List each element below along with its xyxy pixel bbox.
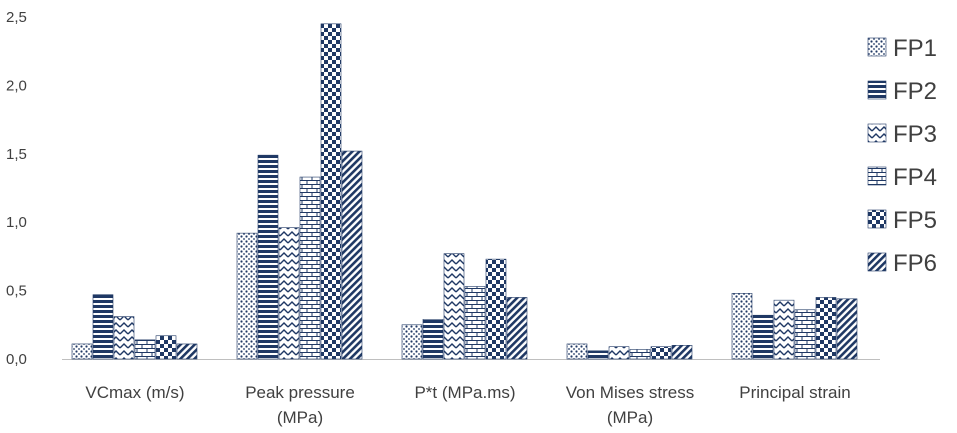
legend-label-fp3: FP3: [893, 121, 937, 148]
bar-fp2-2: [422, 319, 444, 360]
x-category-label: (MPa): [607, 408, 653, 427]
bar-fp1-2: [401, 324, 423, 360]
legend-label-fp6: FP6: [893, 250, 937, 277]
bar-fp5-1: [320, 23, 342, 360]
y-tick-label: 2,0: [6, 77, 27, 94]
y-tick-label: 0,5: [6, 283, 27, 300]
bar-fp1-3: [566, 343, 588, 360]
bar-fp2-1: [257, 154, 279, 360]
y-tick-label: 1,5: [6, 146, 27, 163]
legend-swatch-fp4: [867, 166, 887, 186]
legend-label-fp4: FP4: [893, 164, 937, 191]
bar-fp2-3: [587, 350, 609, 360]
legend-swatch-fp1: [867, 37, 887, 57]
bar-fp1-4: [731, 293, 753, 360]
legend-swatch-fp5: [867, 209, 887, 229]
x-category-label: (MPa): [277, 408, 323, 427]
bar-fp3-1: [278, 227, 300, 360]
legend-label-fp2: FP2: [893, 78, 937, 105]
bar-fp1-1: [236, 232, 258, 360]
bar-fp6-0: [176, 343, 198, 360]
bar-fp5-3: [650, 346, 672, 360]
bar-fp3-0: [113, 316, 135, 360]
bar-fp4-2: [464, 286, 486, 360]
legend-swatch-fp3: [867, 123, 887, 143]
x-category-label: Principal strain: [739, 383, 851, 402]
bar-fp5-2: [485, 258, 507, 360]
legend-label-fp1: FP1: [893, 35, 937, 62]
bar-fp4-3: [629, 349, 651, 360]
bar-fp3-4: [773, 299, 795, 360]
bar-fp5-0: [155, 335, 177, 360]
bar-fp6-3: [671, 345, 693, 360]
y-tick-label: 1,0: [6, 214, 27, 231]
bar-fp1-0: [71, 343, 93, 360]
legend-label-fp5: FP5: [893, 207, 937, 234]
bar-fp6-4: [836, 298, 858, 360]
bar-fp2-4: [752, 314, 774, 360]
bar-fp4-0: [134, 339, 156, 360]
bar-fp4-4: [794, 309, 816, 360]
y-tick-label: 0,0: [6, 351, 27, 368]
legend-swatch-fp6: [867, 252, 887, 272]
labels-layer: 0,0 0,5 1,0 1,5 2,0 2,5 VCmax (m/s) Peak pressu…: [6, 9, 851, 427]
legend: FP1 FP2 FP3 FP4 FP5 FP6: [867, 35, 937, 277]
x-category-label: P*t (MPa.ms): [414, 383, 515, 402]
bar-fp3-2: [443, 253, 465, 360]
bar-fp4-1: [299, 176, 321, 360]
bars-layer: [71, 23, 858, 360]
bar-fp2-0: [92, 294, 114, 360]
x-category-label: VCmax (m/s): [85, 383, 184, 402]
bar-fp3-3: [608, 346, 630, 360]
y-tick-label: 2,5: [6, 9, 27, 26]
legend-swatch-fp2: [867, 80, 887, 100]
bar-fp6-2: [506, 297, 528, 360]
x-category-label: Von Mises stress: [566, 383, 695, 402]
x-category-label: Peak pressure: [245, 383, 355, 402]
bar-fp6-1: [341, 150, 363, 360]
bar-fp5-4: [815, 297, 837, 360]
